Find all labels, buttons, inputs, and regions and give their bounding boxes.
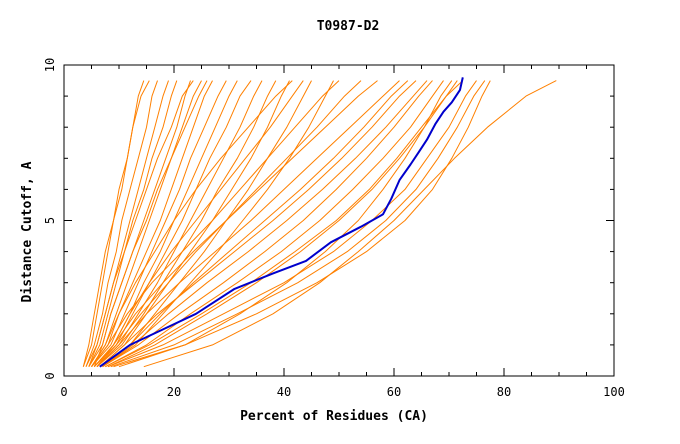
highlight-layer [99,77,464,368]
y-tick-label: 0 [43,372,57,379]
series-line [107,80,477,368]
series-line [118,80,453,368]
series-line [102,80,428,368]
series-line [96,80,362,368]
series-line [91,80,293,367]
series-line [96,80,304,368]
x-tick-label: 40 [277,385,291,399]
series-line [102,80,334,368]
series-line [110,80,486,368]
series-line [88,80,194,367]
series-line [85,80,158,367]
x-axis-label: Percent of Residues (CA) [240,409,428,424]
tick-layer: 0 20 40 60 80 100 0 5 10 [43,58,625,399]
series-line [91,80,202,367]
y-tick-label: 10 [43,58,57,72]
series-line [88,80,178,367]
y-axis-label: Distance Cutoff, A [20,161,35,302]
series-line [96,80,277,368]
series-line [102,80,409,368]
series-line [91,80,213,368]
series-line [96,80,400,368]
series-line [96,80,263,368]
chart-title: T0987-D2 [317,19,380,34]
highlighted-series-line [99,77,464,368]
x-tick-label: 0 [60,385,67,399]
x-tick-label: 60 [387,385,401,399]
series-line [102,80,433,368]
series-line [107,80,458,368]
series-line [91,80,227,368]
series-line [99,80,417,368]
x-tick-label: 100 [603,385,625,399]
series-layer [82,80,557,368]
series-line [91,80,340,368]
series-line [113,80,491,368]
x-tick-label: 20 [167,385,181,399]
series-line [93,80,208,367]
series-line [143,80,557,368]
x-tick-label: 80 [497,385,511,399]
y-tick-label: 5 [43,217,57,224]
series-line [82,80,145,367]
series-line [93,80,252,368]
